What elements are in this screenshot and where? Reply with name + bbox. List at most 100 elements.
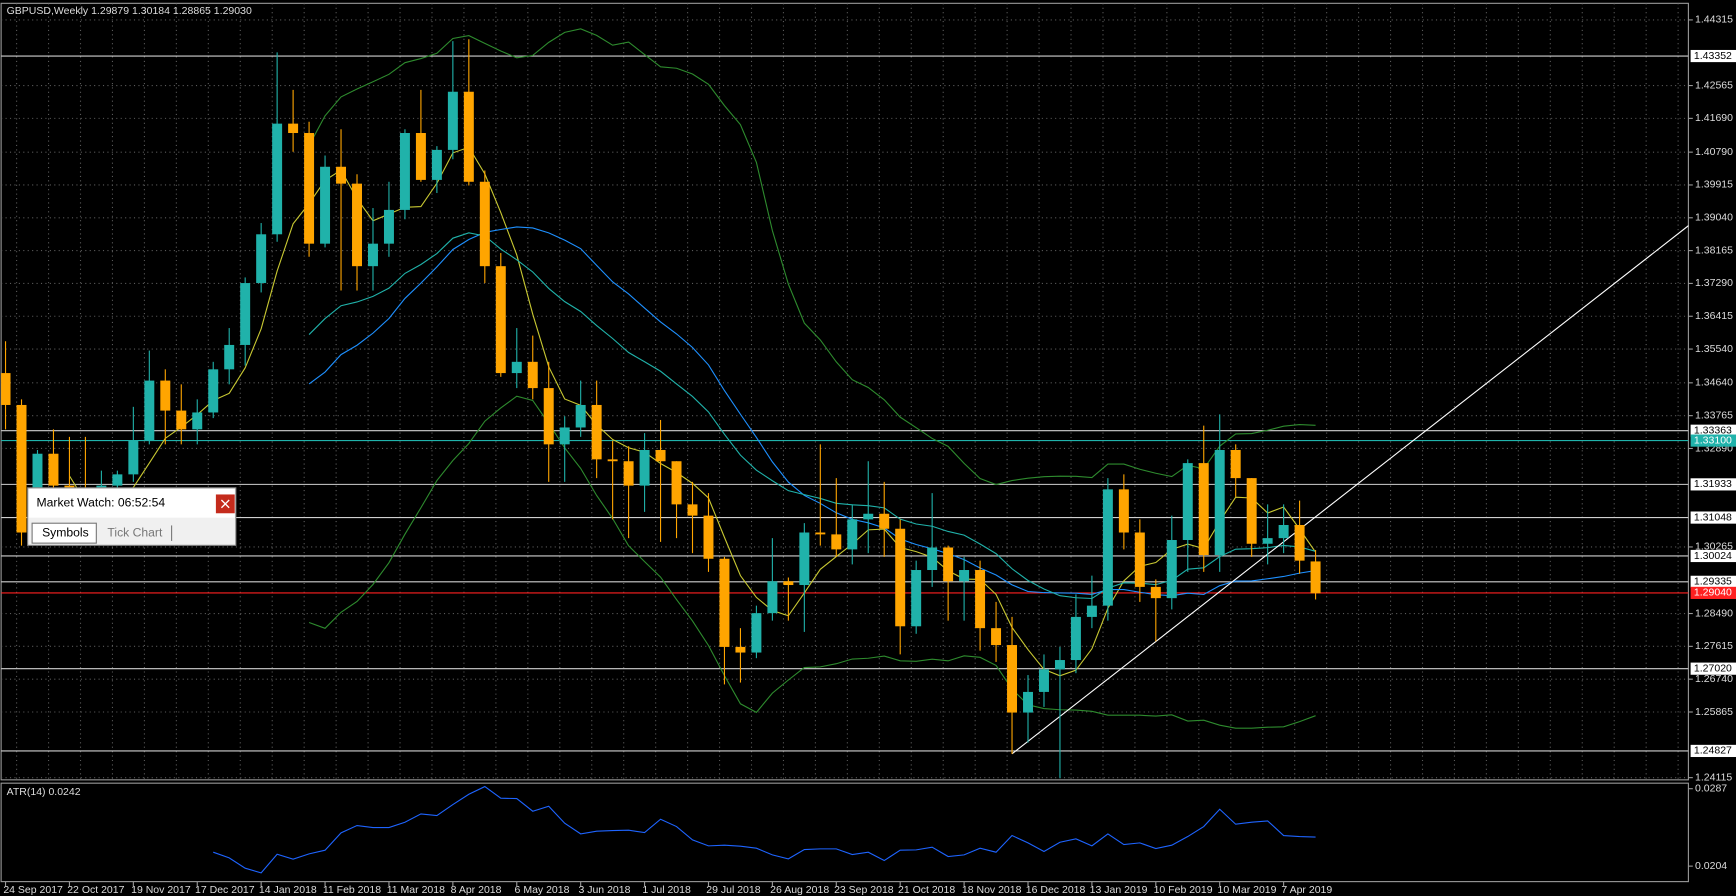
candle-body xyxy=(368,243,378,267)
candle-body xyxy=(767,581,778,614)
candle-body xyxy=(511,361,522,374)
candle-body xyxy=(879,513,890,529)
tab-symbols[interactable] xyxy=(31,522,97,544)
level-label: 1.27020 xyxy=(1694,662,1732,674)
candle-body xyxy=(1023,691,1033,713)
level-label: 1.31933 xyxy=(1694,478,1732,490)
candle-body xyxy=(1278,525,1289,539)
candle-body xyxy=(1198,463,1209,556)
y-tick-label: 1.35540 xyxy=(1695,343,1733,355)
level-label: 1.29335 xyxy=(1694,576,1732,588)
atr-label: ATR(14) 0.0242 xyxy=(7,786,81,798)
candle-body xyxy=(383,209,394,244)
y-tick-label: 1.40790 xyxy=(1695,146,1733,158)
candle-body xyxy=(655,449,666,462)
candle-body xyxy=(687,504,698,516)
candle-body xyxy=(1166,540,1177,599)
y-tick-label: 1.33765 xyxy=(1695,409,1733,421)
x-tick-label: 24 Sep 2017 xyxy=(3,884,63,896)
candle-body xyxy=(160,380,171,411)
candle-body xyxy=(863,513,874,520)
quote-open: 1.29879 xyxy=(91,5,129,17)
candle-body xyxy=(240,283,251,345)
quote-low: 1.28865 xyxy=(173,5,211,17)
x-tick-label: 18 Nov 2018 xyxy=(962,884,1022,896)
candle-body xyxy=(352,183,362,267)
close-icon xyxy=(220,499,230,509)
symbol: GBPUSD,Weekly xyxy=(7,5,89,17)
y-tick-label: 1.44315 xyxy=(1695,14,1733,26)
y-tick-label: 1.42565 xyxy=(1695,79,1733,91)
candle-body xyxy=(1294,525,1305,561)
candle-body xyxy=(1086,605,1097,617)
candle-body xyxy=(559,427,570,445)
candle-body xyxy=(527,361,538,389)
y-tick-label: 1.39040 xyxy=(1695,212,1733,224)
x-tick-label: 16 Dec 2018 xyxy=(1026,884,1086,896)
candle-body xyxy=(639,449,650,486)
axis-layer: 1.44315 1.42565 1.41690 1.40790 1.39915 1.390… xyxy=(3,14,1736,896)
y-tick-label: 1.28490 xyxy=(1695,607,1733,619)
candle-body xyxy=(192,412,203,430)
level-label: 1.30024 xyxy=(1694,550,1732,562)
y-tick-label: 1.26740 xyxy=(1695,673,1733,685)
candle-body xyxy=(16,404,27,533)
market-watch-window[interactable]: Market Watch: 06:52:54 Symbols Tick Char… xyxy=(27,487,237,546)
window-title: Market Watch: 06:52:54 xyxy=(37,496,166,510)
candle-body xyxy=(288,123,299,134)
candle-body xyxy=(1070,616,1081,661)
x-tick-label: 21 Oct 2018 xyxy=(898,884,955,896)
x-tick-label: 11 Mar 2018 xyxy=(387,884,445,896)
indicator-layer xyxy=(68,28,1689,755)
atr-tick-label: 0.0204 xyxy=(1695,860,1727,872)
x-tick-label: 29 Jul 2018 xyxy=(706,884,760,896)
level-label-bg xyxy=(1690,49,1736,63)
candle-body xyxy=(847,519,858,550)
level-label: 1.24827 xyxy=(1694,745,1732,757)
atr-tick-label: 0.0287 xyxy=(1695,782,1727,794)
candle-body xyxy=(751,613,762,653)
x-tick-label: 22 Oct 2017 xyxy=(67,884,124,896)
candle-body xyxy=(224,344,235,370)
level-label: 1.29040 xyxy=(1694,587,1732,599)
candle-body xyxy=(831,534,842,550)
candle-body xyxy=(256,234,267,284)
atr-frame xyxy=(0,782,1689,883)
window-titlebar xyxy=(28,488,235,518)
candle-body xyxy=(991,628,1002,646)
x-tick-label: 10 Mar 2019 xyxy=(1218,884,1277,896)
x-tick-label: 8 Apr 2018 xyxy=(451,884,502,896)
x-tick-label: 14 Jan 2018 xyxy=(259,884,317,896)
trendline xyxy=(1011,224,1689,755)
candle-body xyxy=(607,459,618,462)
candle-body xyxy=(943,547,954,582)
y-tick-label: 1.32890 xyxy=(1695,442,1733,454)
band-lower xyxy=(308,395,1316,729)
candle-body xyxy=(895,528,906,627)
level-label: 1.31048 xyxy=(1694,511,1732,523)
band-upper xyxy=(308,28,1316,486)
y-tick-label: 1.39915 xyxy=(1695,179,1733,191)
y-tick-label: 1.27615 xyxy=(1695,640,1733,652)
y-tick-label: 1.30265 xyxy=(1695,541,1733,553)
candle-body xyxy=(799,532,810,586)
candle-body xyxy=(463,91,474,182)
candle-body xyxy=(735,646,746,653)
main-frame xyxy=(0,2,1689,781)
candle-body xyxy=(495,266,506,374)
x-tick-label: 3 Jun 2018 xyxy=(578,884,630,896)
candle-body xyxy=(959,570,970,582)
candle-body xyxy=(575,404,586,428)
candle-body xyxy=(447,91,458,150)
candle-body xyxy=(128,440,139,475)
candle-body xyxy=(1118,489,1129,533)
x-tick-label: 13 Jan 2019 xyxy=(1090,884,1148,896)
y-tick-label: 1.24115 xyxy=(1695,771,1732,783)
candle-body xyxy=(399,133,410,210)
candle-body xyxy=(1,373,11,405)
candle-body xyxy=(975,570,986,629)
candle-body xyxy=(671,461,682,505)
tab-label[interactable]: Tick Chart xyxy=(107,525,163,539)
